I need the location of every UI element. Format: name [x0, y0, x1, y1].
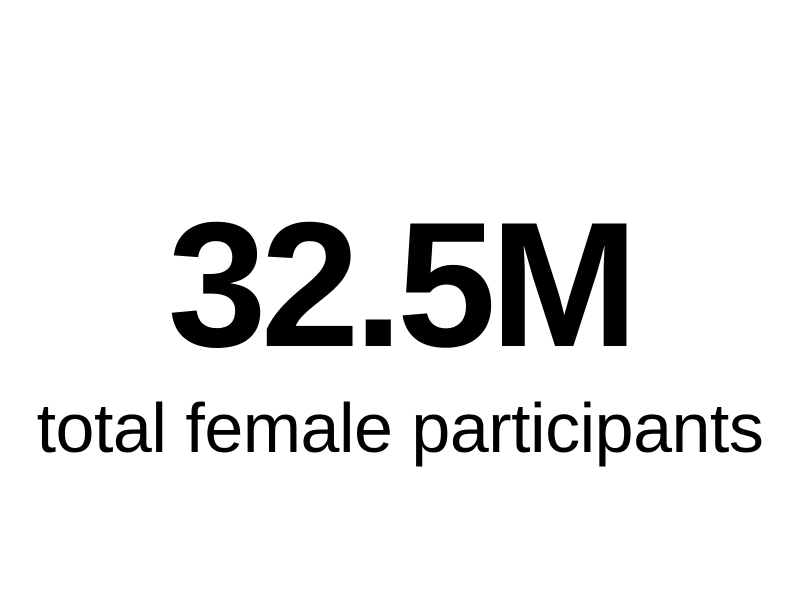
metric-label: total female participants: [36, 389, 764, 467]
metric-value: 32.5M: [167, 185, 639, 384]
